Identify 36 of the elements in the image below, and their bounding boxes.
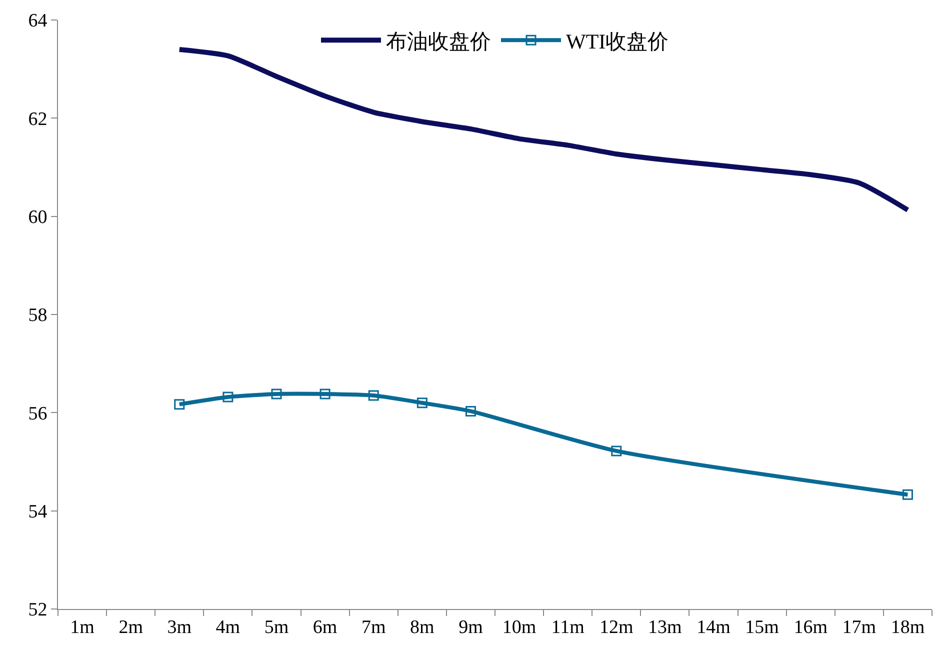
x-tick-label: 2m (118, 616, 144, 638)
y-tick-label: 52 (28, 600, 48, 621)
point (174, 399, 185, 410)
x-tick-label: 16m (794, 616, 828, 638)
legend-label: 布油收盘价 (386, 29, 491, 54)
x-tick-label: 8m (410, 616, 435, 638)
x-tick-label: 6m (312, 616, 338, 638)
x-tick-label: 5m (264, 616, 289, 638)
x-tick-label: 3m (167, 616, 192, 638)
x-tick-label: 9m (458, 616, 484, 638)
y-tick-label: 64 (28, 10, 48, 32)
x-tick-label: 11m (551, 616, 585, 638)
x-tick-label: 1m (70, 616, 95, 638)
y-tick-label: 58 (28, 305, 48, 326)
point (368, 390, 379, 401)
x-tick-label: 4m (216, 616, 240, 638)
x-tick-label: 17m (842, 616, 876, 638)
point (320, 388, 330, 400)
point (465, 406, 476, 416)
y-tick-label: 62 (28, 108, 48, 130)
y-tick-label: 56 (28, 403, 48, 424)
point (271, 388, 282, 400)
point (222, 392, 234, 402)
y-tick-label: 54 (28, 501, 48, 522)
x-tick-label: 15m (745, 616, 780, 638)
x-tick-label: 7m (361, 616, 386, 638)
legend-label: WTI收盘价 (566, 29, 669, 54)
point (611, 446, 622, 456)
x-tick-label: 10m (502, 616, 536, 638)
x-tick-label: 18m (890, 616, 925, 638)
point (416, 398, 428, 408)
x-tick-label: 13m (648, 616, 682, 638)
x-tick-label: 14m (696, 616, 731, 638)
x-tick-label: 12m (600, 616, 634, 638)
point (902, 489, 913, 500)
y-tick-label: 60 (28, 206, 48, 228)
